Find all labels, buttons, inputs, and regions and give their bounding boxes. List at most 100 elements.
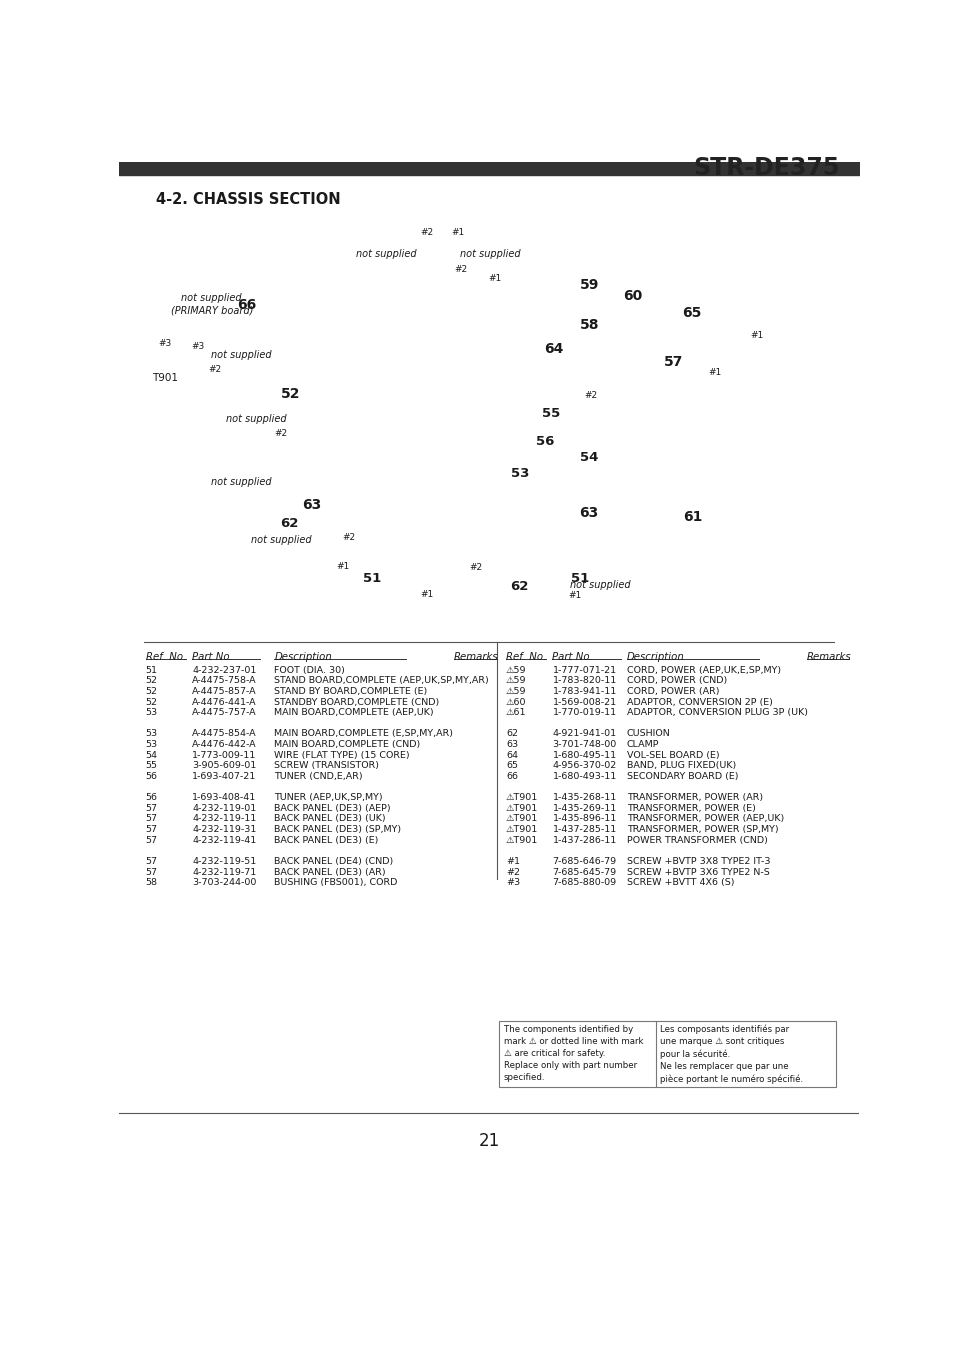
Text: 4-232-237-01: 4-232-237-01 bbox=[192, 666, 256, 674]
Text: 56: 56 bbox=[146, 793, 157, 802]
Text: CUSHION: CUSHION bbox=[626, 730, 670, 739]
Text: 1-435-268-11: 1-435-268-11 bbox=[552, 793, 616, 802]
Text: 57: 57 bbox=[146, 804, 157, 813]
Text: Ref. No.: Ref. No. bbox=[146, 651, 186, 662]
Text: SCREW +BVTT 4X6 (S): SCREW +BVTT 4X6 (S) bbox=[626, 878, 734, 888]
Text: ADAPTOR, CONVERSION 2P (E): ADAPTOR, CONVERSION 2P (E) bbox=[626, 697, 772, 707]
Text: 62: 62 bbox=[505, 730, 517, 739]
Text: 1-435-896-11: 1-435-896-11 bbox=[552, 815, 616, 824]
Text: 61: 61 bbox=[682, 511, 702, 524]
Text: MAIN BOARD,COMPLETE (AEP,UK): MAIN BOARD,COMPLETE (AEP,UK) bbox=[274, 708, 434, 717]
Text: 63: 63 bbox=[579, 507, 598, 520]
Text: SECONDARY BOARD (E): SECONDARY BOARD (E) bbox=[626, 771, 738, 781]
Text: 56: 56 bbox=[146, 771, 157, 781]
Text: not supplied: not supplied bbox=[211, 477, 271, 488]
Text: 53: 53 bbox=[146, 740, 157, 748]
Text: #1: #1 bbox=[335, 562, 349, 571]
Text: ⚠60: ⚠60 bbox=[505, 697, 526, 707]
Text: TUNER (CND,E,AR): TUNER (CND,E,AR) bbox=[274, 771, 362, 781]
Text: 62: 62 bbox=[510, 580, 529, 593]
Text: 1-569-008-21: 1-569-008-21 bbox=[552, 697, 616, 707]
Text: #2: #2 bbox=[419, 228, 433, 236]
Text: #1: #1 bbox=[451, 228, 464, 236]
Text: VOL-SEL BOARD (E): VOL-SEL BOARD (E) bbox=[626, 751, 719, 759]
Text: #2: #2 bbox=[454, 265, 467, 274]
Text: 4-232-119-01: 4-232-119-01 bbox=[192, 804, 256, 813]
Text: #2: #2 bbox=[583, 390, 597, 400]
Text: not supplied: not supplied bbox=[251, 535, 312, 546]
Text: 54: 54 bbox=[579, 450, 598, 463]
Text: #1: #1 bbox=[749, 331, 762, 340]
Text: A-4476-441-A: A-4476-441-A bbox=[192, 697, 256, 707]
Text: CORD, POWER (AEP,UK,E,SP,MY): CORD, POWER (AEP,UK,E,SP,MY) bbox=[626, 666, 781, 674]
Text: ⚠59: ⚠59 bbox=[505, 677, 526, 685]
Text: 1-437-286-11: 1-437-286-11 bbox=[552, 836, 616, 844]
Text: 65: 65 bbox=[505, 762, 517, 770]
Text: Les composants identifiés par
une marque ⚠ sont critiques
pour la sécurité.
Ne l: Les composants identifiés par une marque… bbox=[659, 1024, 802, 1084]
Text: 52: 52 bbox=[146, 677, 157, 685]
Text: ⚠T901: ⚠T901 bbox=[505, 815, 537, 824]
Text: ADAPTOR, CONVERSION PLUG 3P (UK): ADAPTOR, CONVERSION PLUG 3P (UK) bbox=[626, 708, 807, 717]
Text: BAND, PLUG FIXED(UK): BAND, PLUG FIXED(UK) bbox=[626, 762, 736, 770]
Text: 4-232-119-11: 4-232-119-11 bbox=[192, 815, 256, 824]
Text: 4-956-370-02: 4-956-370-02 bbox=[552, 762, 616, 770]
Text: 51: 51 bbox=[571, 573, 589, 585]
Text: 64: 64 bbox=[543, 342, 562, 357]
Text: 1-777-071-21: 1-777-071-21 bbox=[552, 666, 616, 674]
Text: ⚠T901: ⚠T901 bbox=[505, 836, 537, 844]
Text: BACK PANEL (DE3) (AR): BACK PANEL (DE3) (AR) bbox=[274, 867, 385, 877]
Text: 1-693-408-41: 1-693-408-41 bbox=[192, 793, 256, 802]
Text: BACK PANEL (DE3) (UK): BACK PANEL (DE3) (UK) bbox=[274, 815, 385, 824]
Text: 51: 51 bbox=[363, 573, 381, 585]
Text: 57: 57 bbox=[663, 354, 682, 369]
Text: Remarks: Remarks bbox=[454, 651, 498, 662]
Text: 65: 65 bbox=[681, 307, 700, 320]
Text: #2: #2 bbox=[274, 430, 287, 439]
Text: #1: #1 bbox=[707, 367, 720, 377]
Text: ⚠T901: ⚠T901 bbox=[505, 793, 537, 802]
Text: ⚠T901: ⚠T901 bbox=[505, 804, 537, 813]
Text: 64: 64 bbox=[505, 751, 517, 759]
Text: #3: #3 bbox=[192, 342, 204, 351]
Text: 1-783-820-11: 1-783-820-11 bbox=[552, 677, 616, 685]
Text: #1: #1 bbox=[419, 589, 433, 598]
Text: not supplied: not supplied bbox=[181, 293, 242, 303]
Text: 58: 58 bbox=[146, 878, 157, 888]
Text: 52: 52 bbox=[146, 686, 157, 696]
Text: CORD, POWER (AR): CORD, POWER (AR) bbox=[626, 686, 719, 696]
Text: 7-685-880-09: 7-685-880-09 bbox=[552, 878, 616, 888]
Text: 63: 63 bbox=[505, 740, 517, 748]
Text: T901: T901 bbox=[152, 373, 177, 384]
Text: 57: 57 bbox=[146, 836, 157, 844]
Text: 54: 54 bbox=[146, 751, 157, 759]
Text: 52: 52 bbox=[280, 386, 299, 401]
Text: 57: 57 bbox=[146, 857, 157, 866]
Text: 55: 55 bbox=[541, 407, 559, 420]
Text: not supplied: not supplied bbox=[226, 415, 287, 424]
Text: Description: Description bbox=[274, 651, 332, 662]
Text: 63: 63 bbox=[302, 497, 321, 512]
Text: SCREW +BVTP 3X6 TYPE2 N-S: SCREW +BVTP 3X6 TYPE2 N-S bbox=[626, 867, 769, 877]
Text: BACK PANEL (DE3) (E): BACK PANEL (DE3) (E) bbox=[274, 836, 378, 844]
Text: 66: 66 bbox=[505, 771, 517, 781]
Text: BACK PANEL (DE3) (SP,MY): BACK PANEL (DE3) (SP,MY) bbox=[274, 825, 401, 834]
Text: The components identified by
mark ⚠ or dotted line with mark
⚠ are critical for : The components identified by mark ⚠ or d… bbox=[503, 1024, 642, 1082]
Text: 57: 57 bbox=[146, 815, 157, 824]
Text: 1-770-019-11: 1-770-019-11 bbox=[552, 708, 616, 717]
Text: Ref. No.: Ref. No. bbox=[505, 651, 546, 662]
Text: ⚠59: ⚠59 bbox=[505, 686, 526, 696]
Text: 53: 53 bbox=[146, 708, 157, 717]
Text: 59: 59 bbox=[579, 277, 599, 292]
Text: A-4475-854-A: A-4475-854-A bbox=[192, 730, 256, 739]
Text: 21: 21 bbox=[477, 1132, 499, 1150]
Text: 51: 51 bbox=[146, 666, 157, 674]
Text: Part No.: Part No. bbox=[552, 651, 593, 662]
Text: TRANSFORMER, POWER (E): TRANSFORMER, POWER (E) bbox=[626, 804, 755, 813]
Text: STANDBY BOARD,COMPLETE (CND): STANDBY BOARD,COMPLETE (CND) bbox=[274, 697, 439, 707]
Text: 60: 60 bbox=[622, 289, 641, 303]
Text: 53: 53 bbox=[146, 730, 157, 739]
Text: Remarks: Remarks bbox=[806, 651, 850, 662]
Text: STAND BY BOARD,COMPLETE (E): STAND BY BOARD,COMPLETE (E) bbox=[274, 686, 427, 696]
Text: 1-773-009-11: 1-773-009-11 bbox=[192, 751, 256, 759]
Text: 4-232-119-71: 4-232-119-71 bbox=[192, 867, 256, 877]
